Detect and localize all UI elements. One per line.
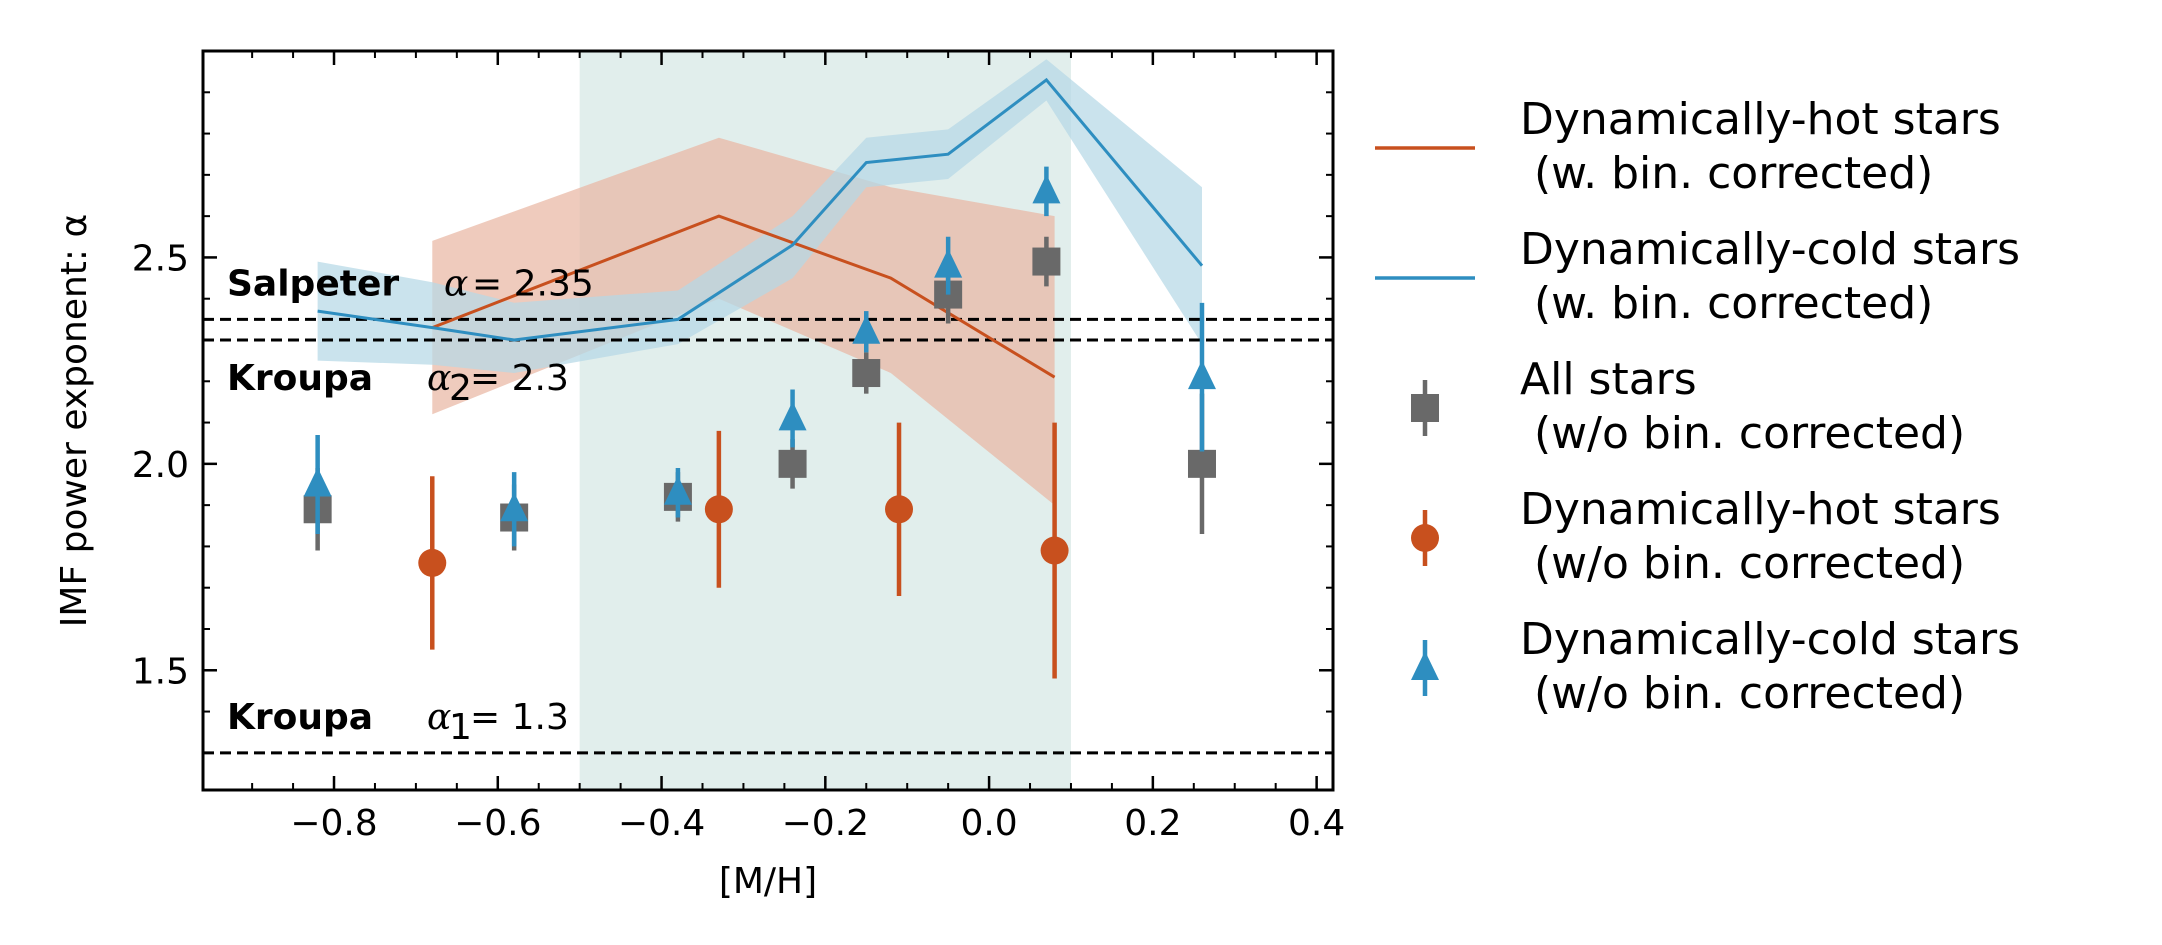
reference-label-name: Kroupa (227, 697, 373, 738)
data-point-triangle (663, 475, 692, 505)
x-axis-label: [M/H] (719, 861, 817, 902)
data-point-circle (418, 548, 447, 577)
y-tick-label: 2.0 (132, 445, 189, 486)
legend-label: Dynamically-cold stars (1520, 614, 2020, 665)
reference-label-symbol: α (427, 358, 451, 399)
legend-sublabel: (w/o bin. corrected) (1520, 668, 1965, 719)
legend-square-swatch (1411, 394, 1439, 422)
reference-label-name: Salpeter (227, 263, 399, 304)
plot-frame (201, 49, 1335, 792)
legend-triangle-swatch (1411, 651, 1439, 680)
band-line-1 (317, 77, 1204, 342)
y-axis-label: IMF power exponent: α (54, 214, 95, 627)
legend-label: All stars (1520, 354, 1697, 405)
x-tick-label: −0.4 (618, 803, 705, 844)
plot-area (203, 51, 1333, 790)
band-area-1 (317, 59, 1203, 374)
data-point-circle (885, 495, 914, 524)
legend-sublabel: (w. bin. corrected) (1520, 278, 1933, 329)
x-tick-label: −0.8 (290, 803, 377, 844)
data-point-triangle (500, 492, 529, 522)
data-point-square (852, 359, 881, 388)
reference-label-subscript: 1 (449, 707, 472, 748)
legend-circle-swatch (1411, 524, 1439, 552)
data-point-triangle (852, 314, 881, 344)
legend-label: Dynamically-cold stars (1520, 224, 2020, 275)
data-point-triangle (778, 401, 807, 431)
legend-sublabel: (w/o bin. corrected) (1520, 408, 1965, 459)
y-tick-label: 2.5 (132, 238, 189, 279)
x-tick-label: 0.4 (1288, 803, 1345, 844)
data-point-circle (704, 495, 733, 524)
reference-label-symbol: α (444, 263, 468, 304)
data-point-triangle (1187, 360, 1216, 390)
data-point-triangle (1032, 174, 1061, 204)
x-tick-label: 0.0 (960, 803, 1017, 844)
data-point-square (778, 449, 807, 478)
data-point-square (1032, 247, 1061, 276)
reference-label-symbol: α (427, 697, 451, 738)
reference-label-name: Kroupa (227, 358, 373, 399)
x-tick-label: −0.2 (782, 803, 869, 844)
reference-label-value: = 1.3 (470, 697, 569, 738)
reference-label-value: = 2.35 (472, 263, 594, 304)
reference-label-value: = 2.3 (470, 358, 569, 399)
reference-label-subscript: 2 (449, 368, 472, 409)
legend-sublabel: (w/o bin. corrected) (1520, 538, 1965, 589)
legend-label: Dynamically-hot stars (1520, 94, 2001, 145)
band-line-0 (431, 214, 1056, 379)
legend-sublabel: (w. bin. corrected) (1520, 148, 1933, 199)
band-area-0 (432, 137, 1055, 506)
data-point-square (1187, 449, 1216, 478)
axes: −0.8 −0.6 −0.4 −0.2 0.0 0.2 0.4 1.5 2.0 2.5 (132, 49, 1345, 844)
legend: Dynamically-hot stars (w. bin. corrected… (1375, 94, 2020, 719)
x-tick-label: −0.6 (454, 803, 541, 844)
data-point-triangle (934, 248, 963, 278)
x-tick-label: 0.2 (1124, 803, 1181, 844)
legend-label: Dynamically-hot stars (1520, 484, 2001, 535)
y-tick-label: 1.5 (132, 651, 189, 692)
data-point-circle (1040, 536, 1069, 565)
data-point-triangle (303, 467, 332, 497)
